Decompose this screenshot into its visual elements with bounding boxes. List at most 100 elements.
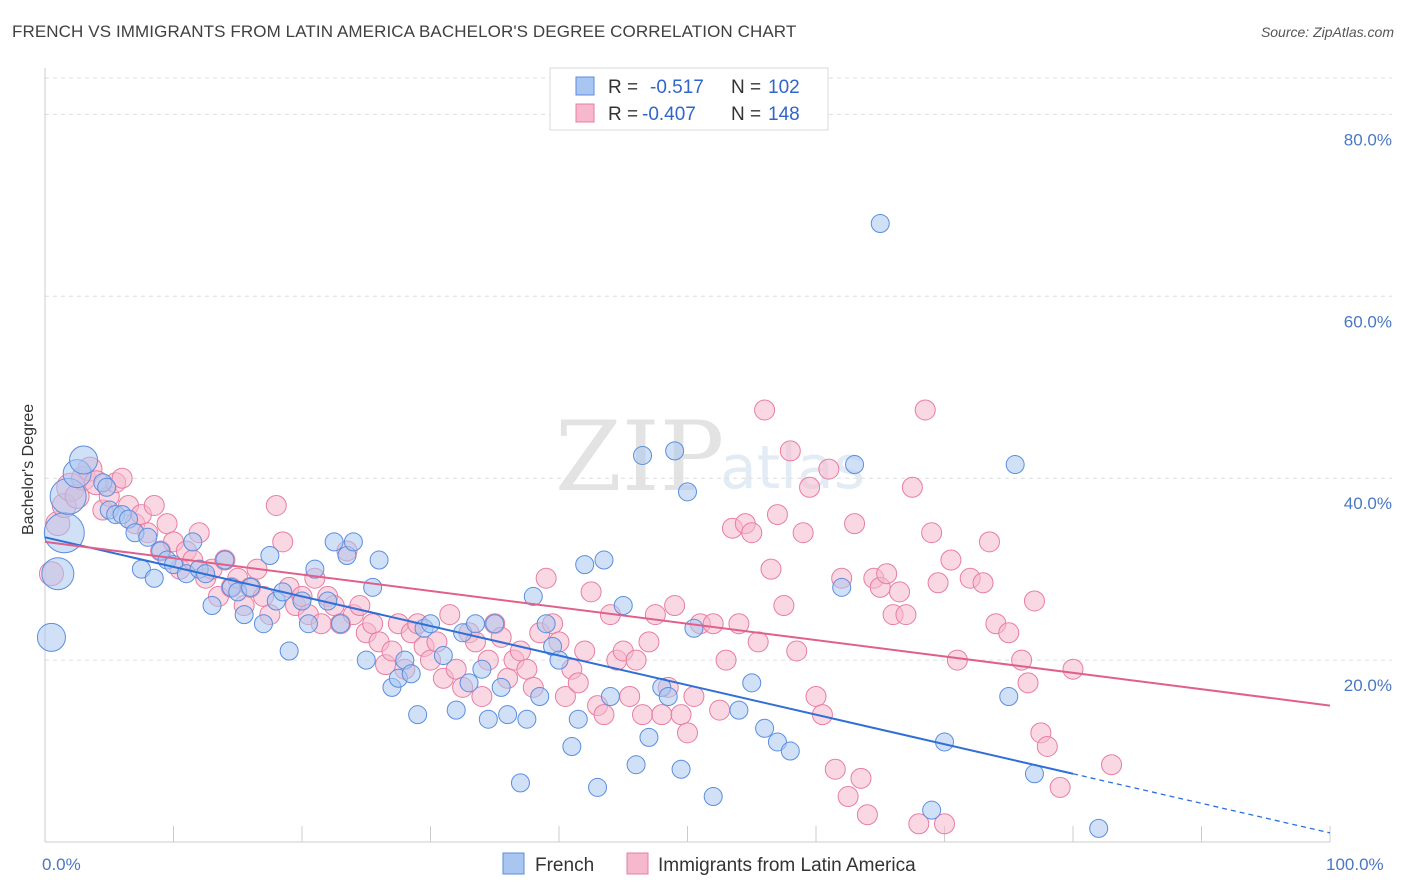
latin-america-point bbox=[773, 595, 795, 617]
french-point bbox=[298, 614, 318, 634]
latin-america-point bbox=[908, 813, 930, 835]
latin-america-point bbox=[766, 504, 788, 526]
latin-america-point bbox=[856, 804, 878, 826]
french-point bbox=[510, 773, 530, 793]
latin-america-point bbox=[1023, 590, 1045, 612]
latin-america-point bbox=[1036, 736, 1058, 757]
latin-america-point bbox=[362, 613, 384, 635]
french-point bbox=[459, 673, 479, 693]
french-point bbox=[279, 641, 299, 661]
french-point bbox=[562, 737, 582, 756]
trend-line-french bbox=[44, 536, 1074, 775]
french-point bbox=[343, 532, 363, 552]
latin-america-point bbox=[535, 567, 557, 589]
latin-america-point bbox=[837, 786, 859, 808]
latin-america-point bbox=[741, 522, 763, 544]
french-point bbox=[922, 800, 942, 820]
latin-america-point bbox=[349, 595, 371, 617]
french-point bbox=[665, 441, 685, 461]
french-point bbox=[465, 614, 485, 634]
latin-america-point bbox=[914, 399, 936, 421]
latin-america-point bbox=[818, 458, 840, 480]
trend-line-french-extrapolated bbox=[1072, 773, 1331, 834]
french-point bbox=[678, 482, 697, 502]
latin-america-point bbox=[754, 399, 776, 421]
french-point bbox=[69, 445, 99, 475]
latin-america-point bbox=[111, 467, 133, 489]
latin-america-point bbox=[567, 672, 589, 694]
axes: 20.0% 40.0% 60.0% 80.0% bbox=[44, 68, 1392, 843]
legend-r-value-latin-america: -0.407 bbox=[642, 104, 696, 125]
french-point bbox=[594, 550, 614, 570]
french-point bbox=[999, 686, 1019, 706]
french-point bbox=[729, 700, 749, 720]
french-point bbox=[202, 596, 222, 616]
french-point bbox=[684, 618, 704, 638]
latin-america-point bbox=[702, 613, 724, 635]
french-point bbox=[568, 709, 588, 729]
y-tick-label: 80.0% bbox=[1344, 130, 1392, 149]
latin-america-point bbox=[998, 622, 1020, 644]
french-point bbox=[530, 686, 550, 706]
chart-source: Source: ZipAtlas.com bbox=[1260, 24, 1394, 40]
bottom-legend-swatch-latin-america bbox=[626, 852, 649, 875]
french-point bbox=[658, 686, 678, 706]
latin-america-point bbox=[651, 704, 673, 726]
latin-america-point bbox=[844, 513, 866, 535]
latin-america-point bbox=[978, 531, 1000, 553]
latin-america-point bbox=[850, 767, 872, 789]
french-point bbox=[536, 614, 556, 634]
french-point bbox=[36, 622, 66, 652]
french-point bbox=[671, 759, 691, 779]
latin-america-point bbox=[779, 440, 801, 462]
french-point bbox=[331, 614, 351, 634]
french-point bbox=[260, 546, 280, 565]
french-point bbox=[491, 677, 511, 697]
latin-america-point bbox=[471, 685, 493, 707]
trend-lines bbox=[44, 536, 1331, 834]
latin-america-point bbox=[670, 704, 692, 726]
latin-america-point bbox=[792, 522, 814, 544]
y-tick-label: 20.0% bbox=[1344, 676, 1392, 695]
french-point bbox=[639, 727, 659, 747]
french-point bbox=[446, 700, 466, 720]
french-point bbox=[703, 787, 723, 807]
grid-lines bbox=[45, 77, 1392, 661]
latin-america-point bbox=[921, 522, 943, 544]
french-point bbox=[626, 755, 646, 775]
french-point bbox=[1089, 818, 1109, 838]
legend-r-label-french: R = bbox=[608, 77, 638, 98]
x-tick-label-max: 100.0% bbox=[1326, 855, 1384, 874]
french-point bbox=[97, 477, 117, 497]
bottom-legend-swatch-french bbox=[502, 852, 525, 875]
french-point bbox=[832, 577, 852, 597]
y-tick-label: 40.0% bbox=[1344, 494, 1392, 513]
french-point bbox=[41, 557, 75, 591]
french-point bbox=[575, 555, 595, 575]
latin-america-point bbox=[1101, 754, 1123, 776]
latin-america-point bbox=[747, 631, 769, 653]
french-point bbox=[485, 614, 505, 634]
latin-america-point bbox=[799, 476, 821, 498]
latin-america-point bbox=[156, 513, 178, 535]
chart-title: FRENCH VS IMMIGRANTS FROM LATIN AMERICA … bbox=[12, 22, 797, 41]
correlation-legend: R = -0.517 N = 102 R = -0.407 N = 148 bbox=[549, 67, 829, 131]
legend-r-value-french: -0.517 bbox=[650, 77, 704, 98]
latin-america-point bbox=[940, 549, 962, 571]
french-point bbox=[588, 777, 608, 797]
legend-n-label-french: N = bbox=[731, 77, 761, 98]
latin-america-point bbox=[272, 531, 294, 553]
latin-america-point bbox=[619, 685, 641, 707]
latin-america-point bbox=[632, 704, 654, 726]
legend-swatch-french bbox=[575, 76, 595, 96]
french-point bbox=[369, 550, 389, 570]
french-point bbox=[401, 664, 421, 684]
latin-america-point bbox=[889, 581, 911, 603]
latin-america-point bbox=[805, 685, 827, 707]
legend-n-value-french: 102 bbox=[768, 77, 800, 98]
french-point bbox=[253, 614, 273, 634]
latin-america-point bbox=[1049, 776, 1071, 798]
latin-america-point bbox=[516, 658, 538, 680]
latin-america-point bbox=[786, 640, 808, 662]
